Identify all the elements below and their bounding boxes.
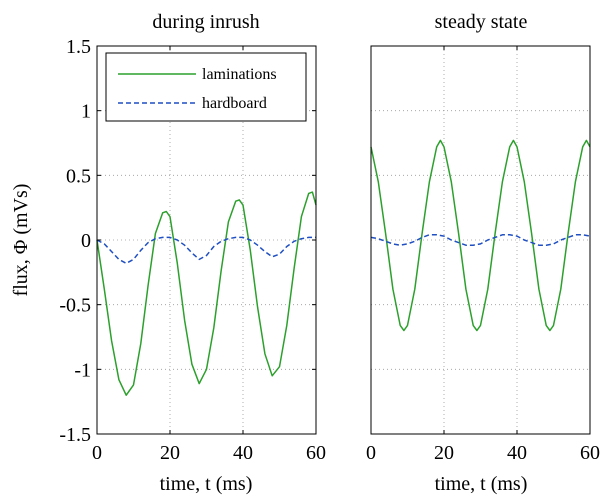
series-line-hardboard — [96, 236, 316, 265]
series-group-steady — [370, 139, 591, 332]
plot-frame-steady — [370, 45, 591, 435]
y-tick-label: 0.5 — [66, 165, 91, 187]
x-tick-label: 40 — [507, 442, 527, 464]
x-tick-label: 60 — [580, 442, 600, 464]
x-tick-label: 0 — [366, 442, 376, 464]
y-tick-label: 1 — [81, 101, 91, 123]
tick-labels-steady: 0 20 40 60 — [366, 46, 600, 464]
legend-label-hardboard: hardboard — [202, 95, 267, 112]
series-group-inrush — [96, 191, 317, 396]
tick-labels-inrush: 0 20 40 60 1.5 1 0.5 0 -0.5 -1 -1.5 — [59, 36, 326, 464]
y-tick-label: -1.5 — [59, 424, 91, 446]
series-line-hardboard — [370, 234, 591, 246]
legend-label-laminations: laminations — [202, 66, 277, 83]
chart-title-steady: steady state — [435, 11, 528, 33]
x-tick-label: 0 — [92, 442, 102, 464]
y-tick-label: 1.5 — [66, 36, 91, 58]
y-axis-label: flux, Φ (mVs) — [10, 184, 32, 297]
legend-box — [105, 52, 307, 122]
x-tick-label: 20 — [434, 442, 454, 464]
chart-panel-inrush: during inrush 0 20 40 601.510.50-0.5-1-1.5 … — [10, 11, 326, 495]
x-tick-label: 40 — [233, 442, 253, 464]
x-tick-label: 60 — [306, 442, 326, 464]
series-line-laminations — [96, 191, 317, 396]
legend: laminations hardboard — [105, 52, 307, 122]
x-tick-label: 20 — [160, 442, 180, 464]
x-axis-label-steady: time, t (ms) — [435, 473, 528, 495]
x-axis-label-inrush: time, t (ms) — [160, 473, 253, 495]
y-tick-label: -0.5 — [59, 295, 91, 317]
series-line-laminations — [370, 139, 591, 332]
y-tick-label: -1 — [74, 359, 91, 381]
grid-steady — [371, 46, 590, 434]
y-tick-label: 0 — [81, 230, 91, 252]
chart-title-inrush: during inrush — [152, 11, 259, 33]
chart-panel-steady: steady state 0 20 40 60 time, t (ms) — [366, 11, 600, 495]
